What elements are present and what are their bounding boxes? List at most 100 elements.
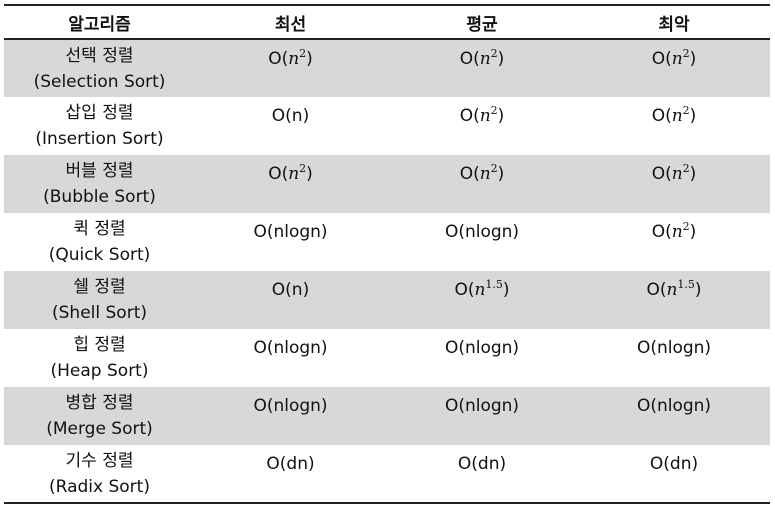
complexity-prefix: O( xyxy=(268,164,289,184)
algorithm-name-korean: 삽입 정렬 xyxy=(65,103,134,123)
complexity-suffix: ) xyxy=(497,106,505,126)
worst-cell: O(n1.5) xyxy=(578,271,770,329)
table-row: 힙 정렬 (Heap Sort) O(nlogn) O(nlogn) O(nlogn) xyxy=(4,329,770,387)
algorithm-name-korean: 선택 정렬 xyxy=(65,45,134,66)
best-cell: O(nlogn) xyxy=(195,213,386,271)
algorithm-name-english: (Heap Sort) xyxy=(50,361,149,381)
average-cell: O(n1.5) xyxy=(386,271,578,329)
average-cell: O(nlogn) xyxy=(386,213,578,271)
algorithm-name-korean: 퀵 정렬 xyxy=(73,219,126,239)
complexity-exponent: 1.5 xyxy=(677,278,695,291)
sorting-complexity-table: 알고리즘 최선 평균 최악 선택 정렬 (Selection Sort) O(n2)… xyxy=(4,4,770,504)
algorithm-name-cell: 선택 정렬 (Selection Sort) xyxy=(4,39,195,97)
complexity-suffix: ) xyxy=(689,49,697,69)
worst-cell: O(nlogn) xyxy=(578,387,770,445)
algorithm-name-english: (Selection Sort) xyxy=(33,71,166,92)
table-row: 기수 정렬 (Radix Sort) O(dn) O(dn) O(dn) xyxy=(4,445,770,504)
complexity-prefix: O(n) xyxy=(271,106,310,126)
complexity-suffix: ) xyxy=(306,49,313,69)
algorithm-name-english: (Shell Sort) xyxy=(52,303,147,323)
complexity-prefix: O(nlogn) xyxy=(444,396,520,416)
algorithm-name-english: (Insertion Sort) xyxy=(35,129,164,149)
complexity-prefix: O( xyxy=(651,49,672,69)
complexity-prefix: O( xyxy=(268,49,289,69)
complexity-exponent: 2 xyxy=(682,47,690,60)
complexity-variable: n xyxy=(479,49,491,69)
complexity-suffix: ) xyxy=(497,164,505,184)
algorithm-name-english: (Merge Sort) xyxy=(46,419,153,439)
complexity-suffix: ) xyxy=(502,280,510,300)
complexity-variable: n xyxy=(288,49,300,69)
complexity-prefix: O(nlogn) xyxy=(253,396,328,416)
algorithm-name-cell: 버블 정렬 (Bubble Sort) xyxy=(4,155,195,213)
best-cell: O(n2) xyxy=(195,155,386,213)
header-best: 최선 xyxy=(195,4,386,40)
complexity-prefix: O( xyxy=(459,164,480,184)
table-row: 퀵 정렬 (Quick Sort) O(nlogn) O(nlogn) O(n2) xyxy=(4,213,770,271)
complexity-exponent: 2 xyxy=(682,104,690,117)
table-body: 선택 정렬 (Selection Sort) O(n2) O(n2) O(n2) 삽입 정… xyxy=(4,39,770,504)
algorithm-name-korean: 쉘 정렬 xyxy=(73,277,126,297)
complexity-variable: n xyxy=(671,49,683,69)
complexity-table-container: 알고리즘 최선 평균 최악 선택 정렬 (Selection Sort) O(n2)… xyxy=(4,4,770,504)
algorithm-name-english: (Bubble Sort) xyxy=(43,187,156,207)
best-cell: O(n2) xyxy=(195,39,386,97)
algorithm-name-korean: 기수 정렬 xyxy=(65,450,134,471)
complexity-prefix: O( xyxy=(459,106,480,126)
worst-cell: O(dn) xyxy=(578,445,770,504)
average-cell: O(n2) xyxy=(386,39,578,97)
best-cell: O(n) xyxy=(195,271,386,329)
complexity-suffix: ) xyxy=(306,164,313,184)
complexity-suffix: ) xyxy=(694,280,702,300)
complexity-exponent: 2 xyxy=(682,220,690,233)
algorithm-name-cell: 삽입 정렬 (Insertion Sort) xyxy=(4,97,195,155)
header-algorithm: 알고리즘 xyxy=(4,4,195,40)
table-row: 쉘 정렬 (Shell Sort) O(n) O(n1.5) O(n1.5) xyxy=(4,271,770,329)
algorithm-name-cell: 병합 정렬 (Merge Sort) xyxy=(4,387,195,445)
worst-cell: O(nlogn) xyxy=(578,329,770,387)
complexity-prefix: O(nlogn) xyxy=(444,338,520,358)
header-average: 평균 xyxy=(386,4,578,40)
worst-cell: O(n2) xyxy=(578,213,770,271)
complexity-exponent: 2 xyxy=(682,162,690,175)
algorithm-name-cell: 쉘 정렬 (Shell Sort) xyxy=(4,271,195,329)
complexity-prefix: O(nlogn) xyxy=(253,338,328,358)
complexity-prefix: O(nlogn) xyxy=(636,338,712,358)
complexity-suffix: ) xyxy=(689,106,697,126)
complexity-variable: n xyxy=(671,164,683,184)
algorithm-name-english: (Radix Sort) xyxy=(49,476,150,497)
algorithm-name-english: (Quick Sort) xyxy=(48,245,151,265)
complexity-variable: n xyxy=(671,106,683,126)
complexity-prefix: O( xyxy=(454,280,475,300)
complexity-exponent: 2 xyxy=(490,104,498,117)
complexity-exponent: 2 xyxy=(490,162,498,175)
complexity-prefix: O(nlogn) xyxy=(253,222,328,242)
worst-cell: O(n2) xyxy=(578,39,770,97)
complexity-prefix: O(nlogn) xyxy=(444,222,520,242)
complexity-variable: n xyxy=(671,222,683,242)
best-cell: O(dn) xyxy=(195,445,386,504)
table-row: 버블 정렬 (Bubble Sort) O(n2) O(n2) O(n2) xyxy=(4,155,770,213)
complexity-exponent: 1.5 xyxy=(485,278,503,291)
complexity-prefix: O(dn) xyxy=(266,454,315,474)
complexity-exponent: 2 xyxy=(299,47,307,60)
algorithm-name-korean: 힙 정렬 xyxy=(73,335,126,355)
worst-cell: O(n2) xyxy=(578,97,770,155)
complexity-variable: n xyxy=(288,164,300,184)
algorithm-name-cell: 퀵 정렬 (Quick Sort) xyxy=(4,213,195,271)
average-cell: O(n2) xyxy=(386,155,578,213)
worst-cell: O(n2) xyxy=(578,155,770,213)
header-row: 알고리즘 최선 평균 최악 xyxy=(4,4,770,40)
complexity-suffix: ) xyxy=(497,49,505,69)
complexity-prefix: O( xyxy=(651,164,672,184)
complexity-prefix: O(nlogn) xyxy=(636,396,712,416)
complexity-variable: n xyxy=(666,280,678,300)
average-cell: O(n2) xyxy=(386,97,578,155)
complexity-variable: n xyxy=(474,280,486,300)
average-cell: O(nlogn) xyxy=(386,387,578,445)
complexity-prefix: O( xyxy=(459,49,480,69)
algorithm-name-korean: 버블 정렬 xyxy=(65,161,134,181)
complexity-variable: n xyxy=(479,164,491,184)
table-row: 삽입 정렬 (Insertion Sort) O(n) O(n2) O(n2) xyxy=(4,97,770,155)
best-cell: O(n) xyxy=(195,97,386,155)
